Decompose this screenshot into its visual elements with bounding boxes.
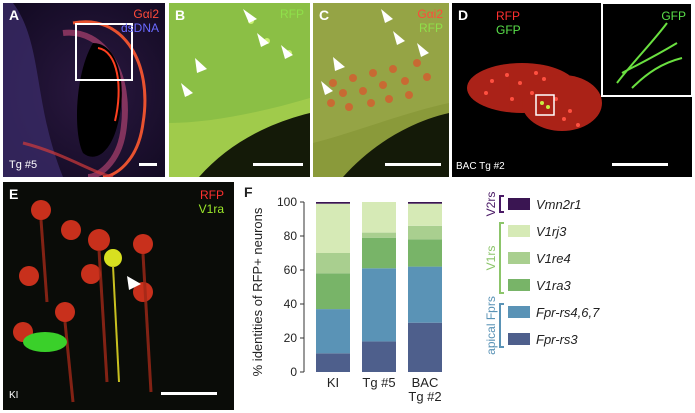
bar-segment (362, 237, 396, 269)
inset-channel-label: GFP (661, 9, 686, 23)
panel-c-image (313, 3, 449, 177)
bar-segment (316, 253, 350, 274)
panel-label-e: E (9, 186, 19, 202)
channel-label: RFP (419, 21, 443, 35)
bar-segment (408, 239, 442, 267)
y-tick-label: 80 (284, 229, 298, 243)
x-tick-label: Tg #2 (408, 389, 441, 404)
scale-bar (253, 163, 303, 166)
channel-label: RFP (496, 9, 520, 23)
scale-bar (385, 163, 441, 166)
x-tick-label: KI (327, 375, 339, 390)
channel-label: Gαi2 (417, 7, 443, 21)
bar-segment (362, 202, 396, 233)
y-tick-label: 20 (284, 331, 298, 345)
legend-label: V1rj3 (536, 224, 567, 239)
legend-swatch (508, 279, 530, 291)
zoom-box (75, 23, 133, 81)
group-label: V1rs (484, 246, 498, 271)
caption-d: BAC Tg #2 (456, 161, 505, 172)
bar-segment (408, 225, 442, 240)
channel-labels-d: RFP GFP (496, 9, 521, 37)
y-tick-label: 0 (290, 365, 297, 379)
panel-label-a: A (9, 7, 20, 23)
legend-swatch (508, 306, 530, 318)
legend-label: V1ra3 (536, 278, 571, 293)
scale-bar (612, 163, 668, 166)
channel-labels-a: Gαi2 dsDNA (121, 7, 159, 35)
y-tick-label: 100 (277, 195, 297, 209)
legend-label: Fpr-rs4,6,7 (536, 305, 600, 320)
channel-label: V1ra (198, 202, 224, 216)
bar-segment (316, 309, 350, 354)
x-tick-label: Tg #5 (362, 375, 395, 390)
legend-label: Vmn2r1 (536, 197, 582, 212)
y-axis-label: % identities of RFP+ neurons (250, 207, 265, 376)
bar-segment (408, 202, 442, 204)
panel-label-b: B (175, 7, 186, 23)
legend-swatch (508, 225, 530, 237)
bar-segment (408, 203, 442, 226)
group-bracket (499, 222, 504, 294)
bar-segment (408, 266, 442, 323)
group-bracket (499, 195, 504, 213)
panel-e-micrograph: E RFP V1ra KI (3, 182, 234, 410)
channel-labels-c: Gαi2 RFP (417, 7, 443, 35)
panel-a-micrograph: A Gαi2 dsDNA Tg #5 (3, 3, 165, 177)
channel-labels-e: RFP V1ra (199, 188, 224, 216)
bar-segment (316, 353, 350, 372)
bar-segment (408, 322, 442, 372)
caption-e: KI (9, 390, 19, 401)
bar-segment (362, 341, 396, 372)
group-label: apical Fprs (484, 296, 498, 355)
x-tick-label: BAC (412, 375, 439, 390)
channel-label: dsDNA (120, 21, 159, 35)
panel-b-image (169, 3, 310, 177)
bar-segment (362, 268, 396, 342)
bar-segment (316, 203, 350, 253)
panel-e-image (3, 182, 234, 410)
channel-label: RFP (200, 188, 224, 202)
scale-bar (139, 163, 157, 166)
channel-labels-b: RFP (280, 7, 304, 21)
scale-bar (161, 392, 217, 395)
group-label: V2rs (484, 192, 498, 217)
channel-label: RFP (280, 7, 304, 21)
y-axis: 0 20 40 60 80 100 (277, 195, 305, 379)
panel-b-micrograph: B RFP (169, 3, 310, 177)
panel-d-micrograph: D RFP GFP GFP BAC Tg #2 (452, 3, 692, 177)
group-bracket (499, 303, 504, 348)
bar-segment (362, 232, 396, 238)
panel-d-image (452, 3, 692, 177)
bar-segment (316, 202, 350, 204)
bar-segment (316, 273, 350, 310)
legend-swatch (508, 198, 530, 210)
panel-label-f: F (244, 184, 253, 200)
panel-a-image (3, 3, 165, 177)
legend-label: V1re4 (536, 251, 571, 266)
panel-label-d: D (458, 7, 469, 23)
legend-label: Fpr-rs3 (536, 332, 578, 347)
panel-c-micrograph: C Gαi2 RFP (313, 3, 449, 177)
caption-a: Tg #5 (9, 159, 38, 171)
channel-label: Gαi2 (133, 7, 159, 21)
legend-swatch (508, 333, 530, 345)
legend-swatch (508, 252, 530, 264)
legend: Vmn2r1 V1rj3 V1re4 V1ra3 Fpr-rs4,6,7 Fpr-rs3 V… (484, 192, 600, 355)
y-tick-label: 60 (284, 263, 298, 277)
channel-label: GFP (496, 23, 521, 37)
y-tick-label: 40 (284, 297, 298, 311)
panel-label-c: C (319, 7, 330, 23)
